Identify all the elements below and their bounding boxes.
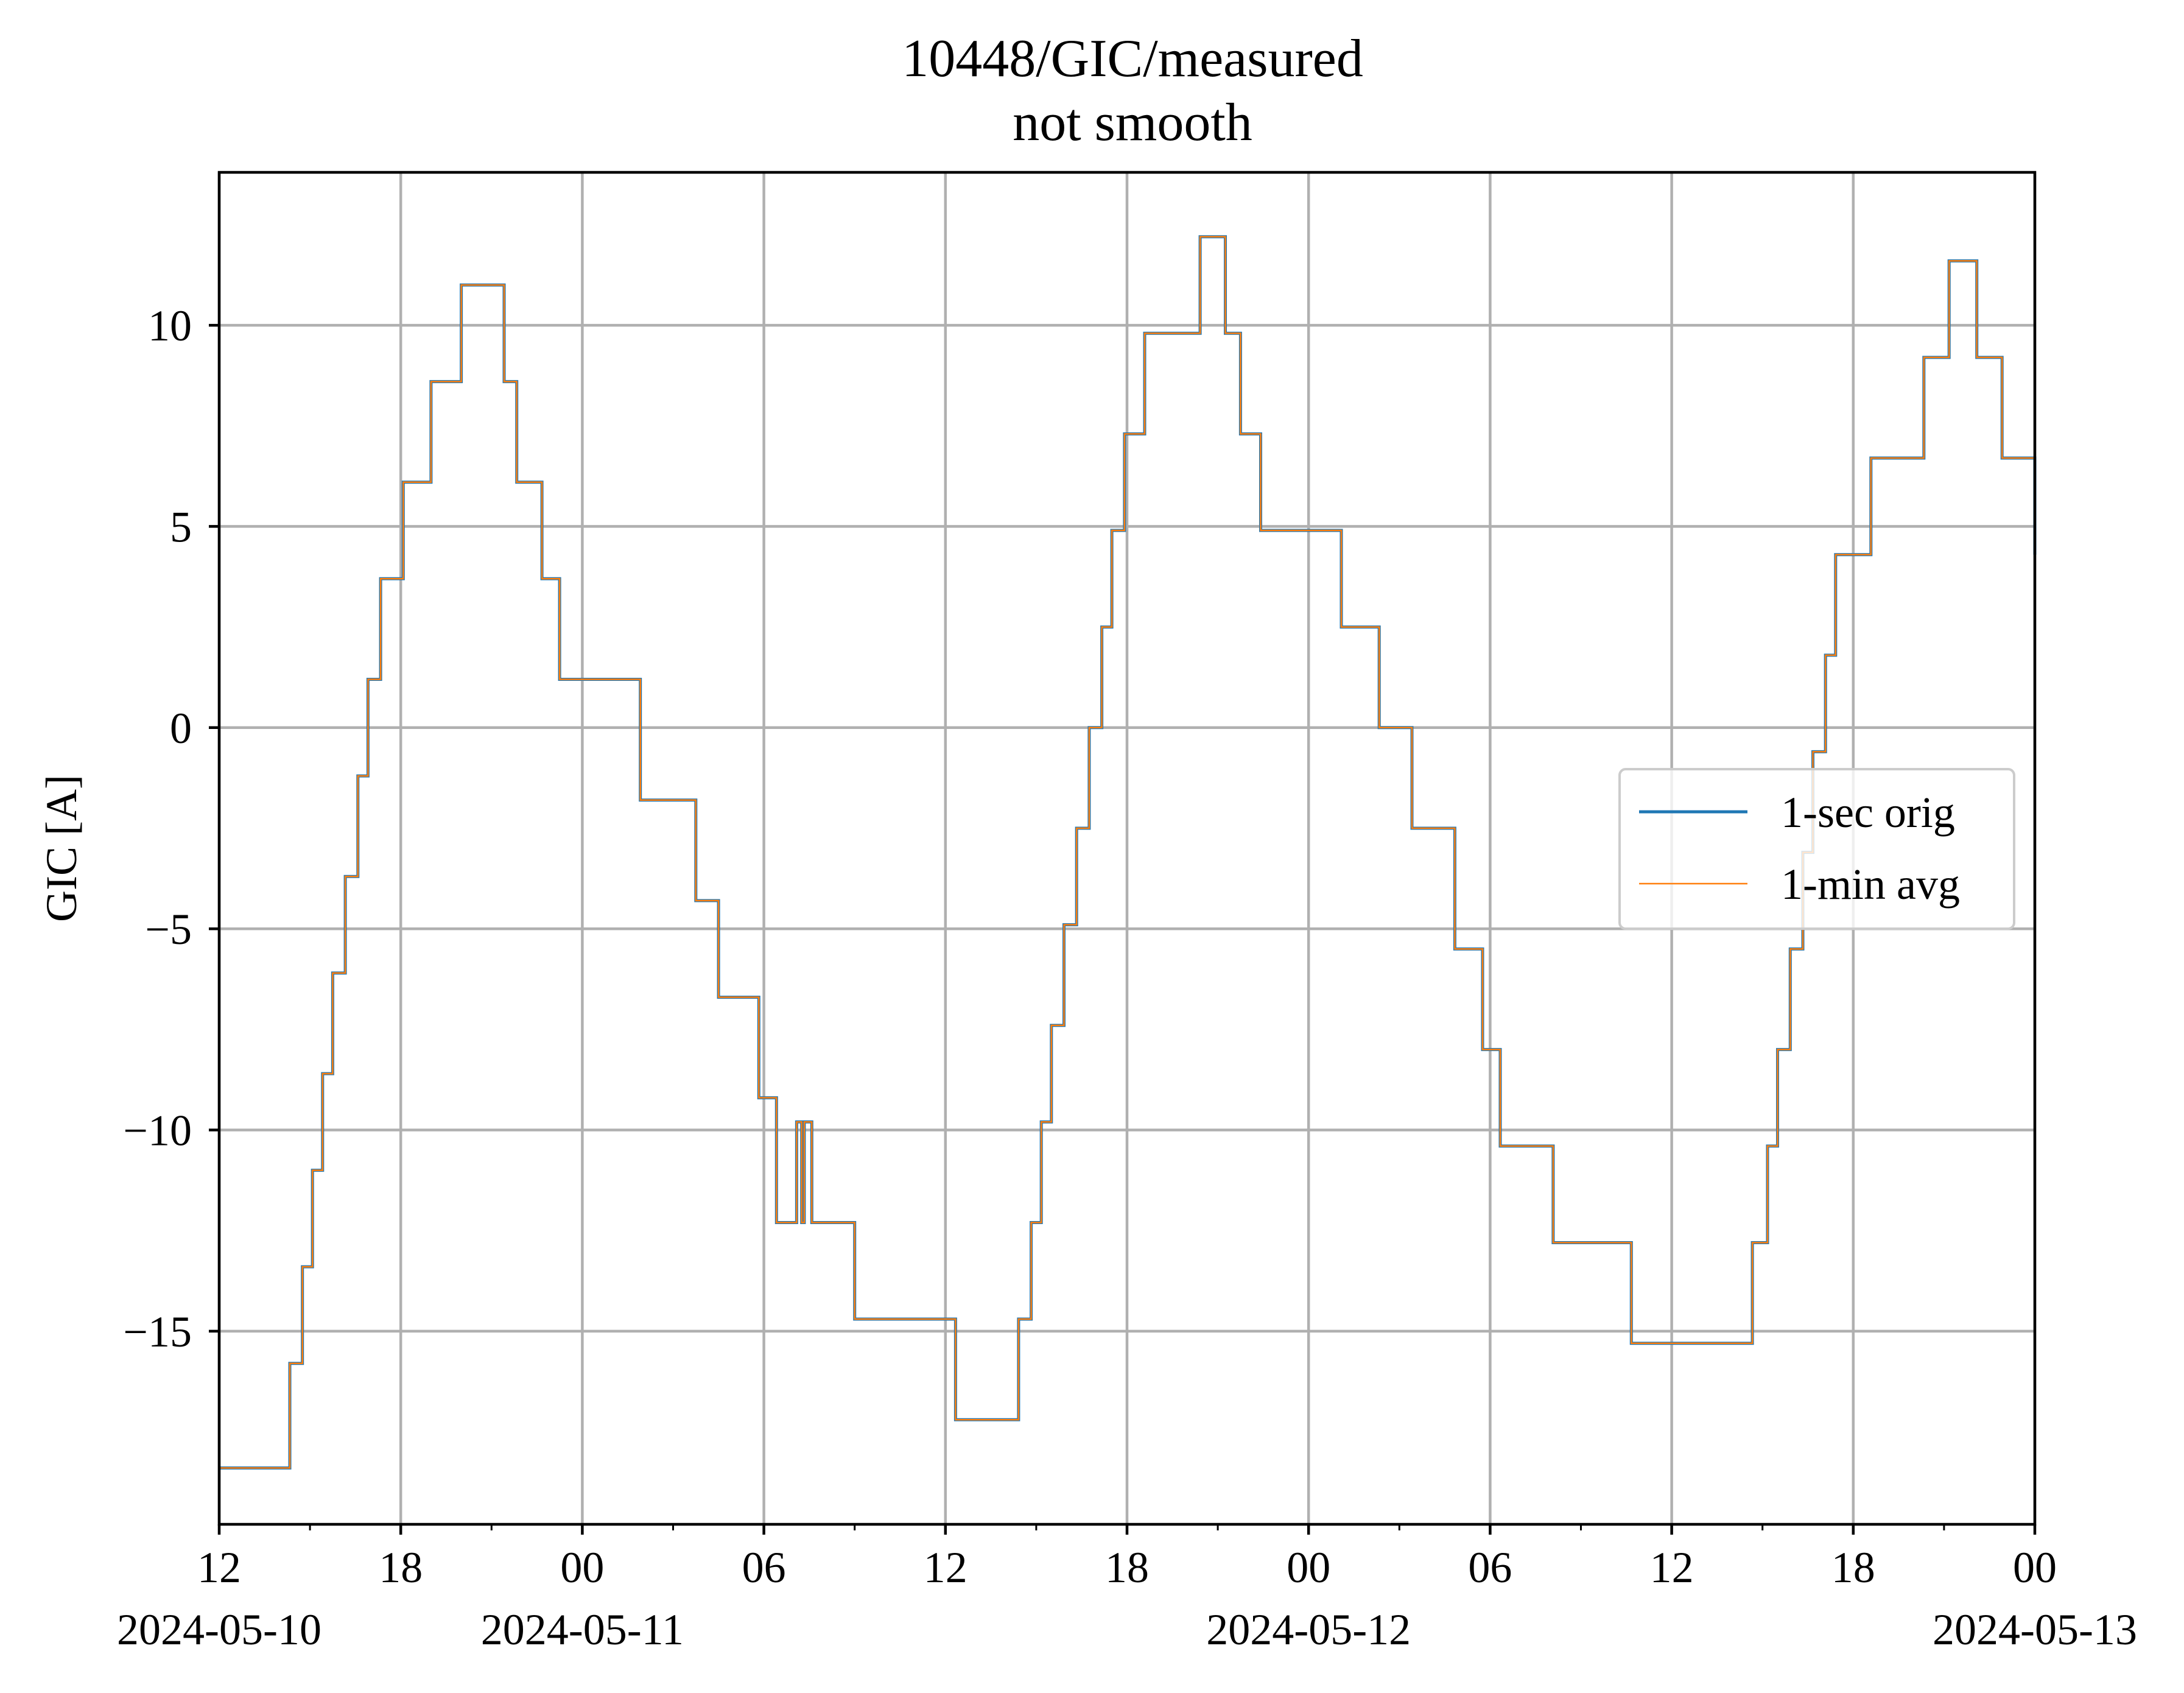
y-axis: 10 5 0 −5 −10 −15 [123,301,219,1356]
legend: 1-sec orig 1-min avg [1618,768,2015,930]
y-tick-label: 5 [170,502,192,551]
y-axis-label: GIC [A] [37,775,86,922]
x-tick-date-label: 2024-05-11 [481,1605,684,1654]
x-axis: 12 2024-05-10 18 00 2024-05-11 06 12 18 00 2024-0… [117,1524,2137,1654]
x-tick-date-label: 2024-05-12 [1206,1605,1411,1654]
chart-title: 10448/GIC/measured [902,29,1363,88]
legend-label: 1-min avg [1781,860,1960,909]
series-line-1min [219,236,2036,1469]
y-tick-label: 10 [148,301,192,350]
y-tick-label: −15 [123,1308,192,1356]
legend-label: 1-sec orig [1781,788,1955,837]
plot-area [219,235,2037,1469]
x-tick-label: 18 [379,1543,423,1592]
x-tick-label: 00 [1287,1543,1330,1592]
x-tick-label: 12 [197,1543,241,1592]
y-tick-label: −5 [145,905,192,954]
y-tick-label: 0 [170,704,192,753]
x-tick-date-label: 2024-05-10 [117,1605,321,1654]
x-tick-label: 00 [2013,1543,2057,1592]
x-tick-label: 12 [924,1543,967,1592]
legend-box [1618,768,2015,930]
x-tick-date-label: 2024-05-13 [1933,1605,2137,1654]
x-tick-label: 18 [1105,1543,1149,1592]
x-tick-label: 06 [742,1543,786,1592]
chart-subtitle: not smooth [1013,93,1252,152]
y-tick-label: −10 [123,1107,192,1155]
x-tick-label: 18 [1831,1543,1875,1592]
x-tick-label: 00 [560,1543,604,1592]
x-tick-label: 12 [1650,1543,1694,1592]
x-tick-label: 06 [1468,1543,1512,1592]
